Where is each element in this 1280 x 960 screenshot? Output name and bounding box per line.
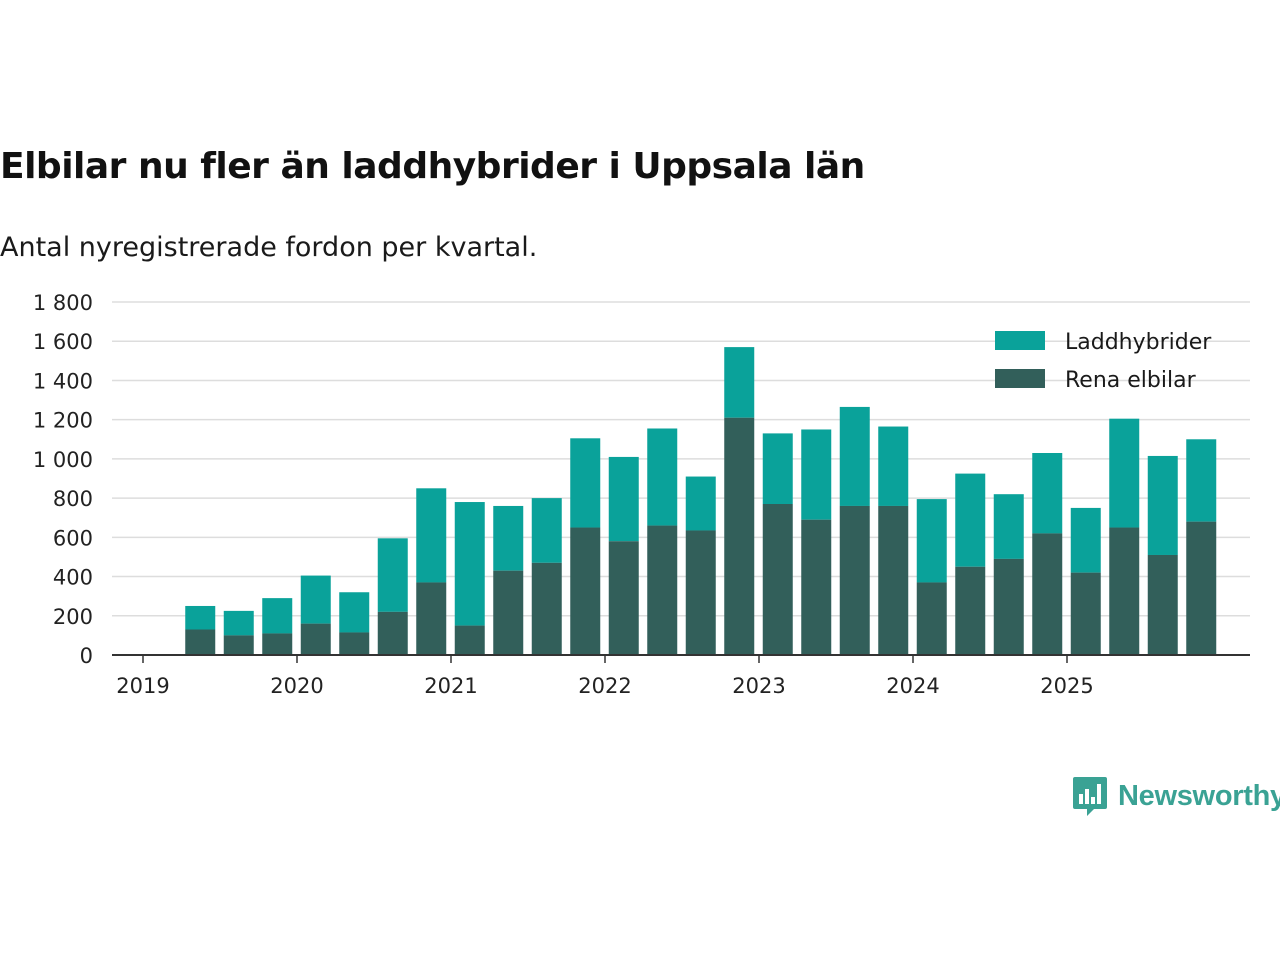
bar-laddhybrider <box>685 476 716 531</box>
bar-laddhybrider <box>339 592 370 633</box>
bar-rena-elbilar <box>839 505 870 655</box>
bar-laddhybrider <box>916 499 947 583</box>
bar-rena-elbilar <box>300 623 331 655</box>
bar-laddhybrider <box>762 433 793 504</box>
x-tick-label: 2020 <box>270 674 323 698</box>
bar-laddhybrider <box>801 429 832 520</box>
bar-rena-elbilar <box>1186 521 1217 655</box>
bar-rena-elbilar <box>1109 527 1140 655</box>
bar-rena-elbilar <box>377 611 408 655</box>
bars <box>185 347 1217 655</box>
y-tick-label: 800 <box>53 487 93 511</box>
bar-rena-elbilar <box>955 566 986 655</box>
bar-rena-elbilar <box>570 527 601 655</box>
bar-laddhybrider <box>185 605 216 630</box>
legend-label-rena-elbilar: Rena elbilar <box>1065 368 1197 393</box>
x-tick-label: 2022 <box>578 674 631 698</box>
bar-laddhybrider <box>262 598 293 634</box>
y-tick-label: 1 600 <box>33 330 93 354</box>
bar-rena-elbilar <box>685 530 716 655</box>
bar-laddhybrider <box>377 538 408 612</box>
y-tick-label: 400 <box>53 566 93 590</box>
bar-laddhybrider <box>416 488 447 583</box>
bar-laddhybrider <box>878 426 909 506</box>
bar-laddhybrider <box>570 438 601 528</box>
bar-rena-elbilar <box>647 525 678 655</box>
bar-rena-elbilar <box>454 625 485 655</box>
y-tick-label: 1 000 <box>33 448 93 472</box>
bar-rena-elbilar <box>223 635 254 655</box>
bar-rena-elbilar <box>416 582 447 655</box>
bar-rena-elbilar <box>762 503 793 655</box>
bar-laddhybrider <box>1186 439 1217 522</box>
legend-swatch-rena-elbilar <box>995 369 1045 388</box>
x-tick-label: 2025 <box>1040 674 1093 698</box>
legend: Laddhybrider Rena elbilar <box>995 330 1212 393</box>
bar-rena-elbilar <box>493 570 524 655</box>
bar-rena-elbilar <box>724 417 755 655</box>
y-tick-label: 600 <box>53 526 93 550</box>
bar-rena-elbilar <box>801 519 832 655</box>
x-tick-label: 2023 <box>732 674 785 698</box>
y-tick-label: 200 <box>53 605 93 629</box>
chart-title: Elbilar nu fler än laddhybrider i Uppsal… <box>0 146 865 187</box>
bar-chart-speech-bubble-icon <box>1073 777 1107 816</box>
bar-rena-elbilar <box>1147 554 1178 655</box>
x-tick-label: 2019 <box>116 674 169 698</box>
y-tick-label: 1 800 <box>33 291 93 315</box>
x-axis: 2019 2020 2021 2022 2023 2024 2025 <box>112 654 1250 698</box>
x-tick-label: 2021 <box>424 674 477 698</box>
y-tick-label: 1 400 <box>33 369 93 393</box>
bar-laddhybrider <box>839 406 870 506</box>
bar-laddhybrider <box>1109 418 1140 528</box>
bar-laddhybrider <box>300 575 331 624</box>
bar-laddhybrider <box>993 494 1024 559</box>
bar-laddhybrider <box>1032 453 1063 534</box>
bar-rena-elbilar <box>878 505 909 655</box>
y-axis-tick-labels: 0 200 400 600 800 1 000 1 200 1 400 1 600 1 800 <box>33 291 93 668</box>
bar-laddhybrider <box>1147 455 1178 555</box>
bar-rena-elbilar <box>339 632 370 655</box>
bar-laddhybrider <box>608 456 639 542</box>
bar-chart: 0 200 400 600 800 1 000 1 200 1 400 1 600 1 800 2… <box>33 291 1250 698</box>
legend-swatch-laddhybrider <box>995 331 1045 350</box>
bar-rena-elbilar <box>1032 533 1063 655</box>
bar-rena-elbilar <box>531 562 562 655</box>
brand-logo: Newsworthy <box>1072 775 1280 817</box>
bar-laddhybrider <box>724 347 755 418</box>
bar-rena-elbilar <box>608 541 639 655</box>
bar-laddhybrider <box>223 610 254 636</box>
bar-laddhybrider <box>955 473 986 567</box>
bar-rena-elbilar <box>993 558 1024 655</box>
brand-name: Newsworthy <box>1118 779 1280 812</box>
bar-laddhybrider <box>493 505 524 571</box>
chart-subtitle: Antal nyregistrerade fordon per kvartal. <box>0 232 538 263</box>
bar-laddhybrider <box>454 502 485 626</box>
bar-rena-elbilar <box>262 633 293 655</box>
bar-rena-elbilar <box>1070 572 1101 655</box>
bar-rena-elbilar <box>185 629 216 655</box>
y-tick-label: 1 200 <box>33 409 93 433</box>
bar-laddhybrider <box>1070 507 1101 573</box>
legend-label-laddhybrider: Laddhybrider <box>1065 330 1212 355</box>
bar-rena-elbilar <box>916 582 947 655</box>
bar-laddhybrider <box>647 428 678 526</box>
x-tick-label: 2024 <box>886 674 939 698</box>
bar-laddhybrider <box>531 498 562 563</box>
y-tick-label: 0 <box>80 644 93 668</box>
